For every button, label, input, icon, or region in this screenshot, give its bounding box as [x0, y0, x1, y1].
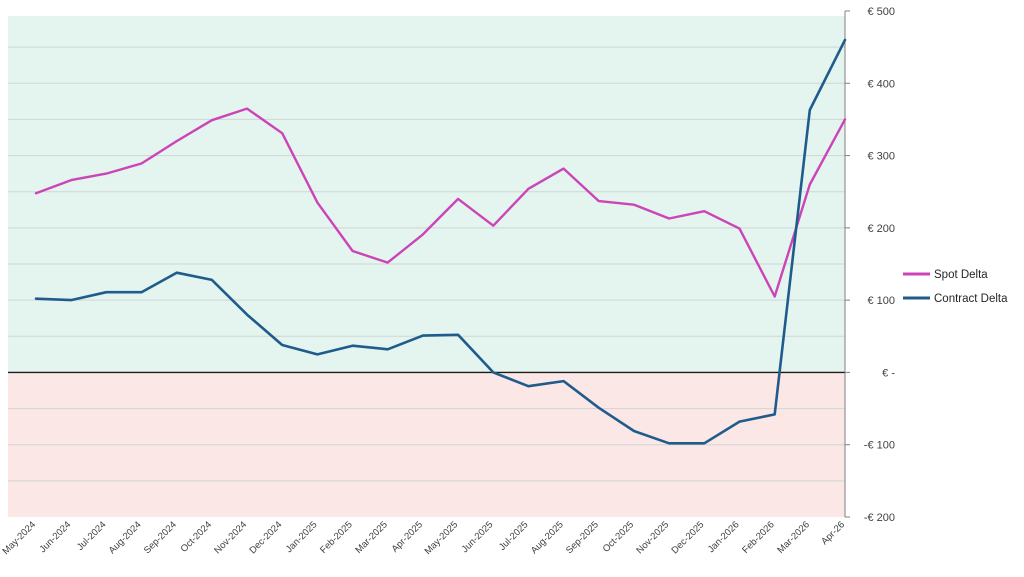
legend-label: Spot Delta — [934, 269, 988, 281]
x-tick-label: May-2025 — [423, 519, 461, 557]
x-tick-label: Apr-2025 — [390, 519, 425, 554]
x-tick-label: Nov-2025 — [634, 519, 671, 556]
x-tick-label: Feb-2026 — [740, 519, 777, 556]
x-tick-label: Jul-2024 — [75, 519, 109, 553]
y-tick-label: € 200 — [867, 223, 895, 235]
x-tick-label: Aug-2024 — [107, 519, 144, 556]
y-tick-label: -€ 100 — [864, 440, 895, 452]
x-tick-label: Mar-2026 — [775, 519, 812, 556]
x-tick-labels: May-2024 Jun-2024 Jul-2024Aug-2024Sep-2024… — [0, 519, 847, 557]
x-tick-label: Nov-2024 — [212, 519, 249, 556]
x-tick-label: May-2024 — [0, 519, 38, 557]
y-tick-label: € - — [882, 367, 895, 379]
y-tick-labels: € 500 € 400 € 300 € 200 € 100 € - -€ 100 -€ 200 — [864, 6, 896, 524]
x-tick-label: Jun-2024 — [37, 519, 73, 555]
x-tick-label: Feb-2025 — [318, 519, 355, 556]
positive-band — [8, 16, 845, 373]
y-tick-label: € 100 — [867, 295, 895, 307]
series-line-spot-delta — [34, 107, 847, 298]
x-tick-label: Jun-2025 — [460, 519, 496, 555]
x-tick-label: Jan-2025 — [284, 519, 320, 555]
gridlines — [8, 46, 845, 482]
x-tick-label: Sep-2024 — [142, 519, 179, 556]
x-tick-label: Mar-2025 — [353, 519, 390, 556]
x-tick-label: Aug-2025 — [529, 519, 566, 556]
y-tick-label: € 500 — [867, 6, 895, 18]
y-tick-label: -€ 200 — [864, 512, 895, 524]
x-tick-label: Dec-2025 — [670, 519, 707, 556]
legend-label: Contract Delta — [934, 293, 1008, 305]
y-tick-label: € 300 — [867, 151, 895, 163]
legend: Spot Delta Contract Delta — [903, 269, 1008, 305]
x-tick-label: Sep-2025 — [564, 519, 601, 556]
background-bands — [8, 16, 845, 517]
x-tick-label: Apr-26 — [819, 519, 847, 547]
series-lines — [34, 38, 847, 445]
y-tick-label: € 400 — [867, 78, 895, 90]
x-tick-label: Oct-2024 — [179, 519, 214, 554]
x-tick-label: Dec-2024 — [247, 519, 284, 556]
series-line-contract-delta — [34, 38, 847, 445]
axes — [8, 10, 850, 518]
x-tick-label: Oct-2025 — [601, 519, 636, 554]
x-tick-label: Jan-2026 — [706, 519, 742, 555]
x-tick-label: Jul-2025 — [497, 519, 531, 553]
